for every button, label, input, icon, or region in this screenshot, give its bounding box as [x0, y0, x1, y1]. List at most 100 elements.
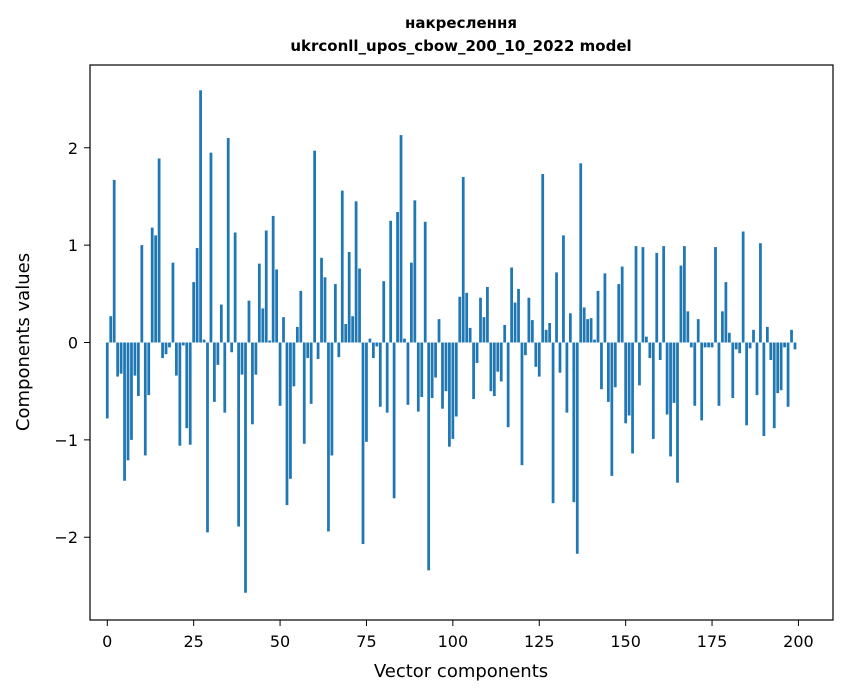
bar-17 — [164, 342, 168, 355]
bar-71 — [351, 316, 355, 343]
bar-53 — [289, 342, 292, 479]
bar-124 — [534, 342, 538, 367]
bar-75 — [365, 342, 368, 442]
y-tick-label-0: 0 — [68, 334, 78, 353]
bar-168 — [686, 311, 690, 343]
bar-186 — [748, 342, 752, 349]
bar-161 — [662, 246, 666, 343]
bar-18 — [168, 342, 171, 348]
bar-8 — [133, 342, 137, 376]
bar-195 — [779, 342, 783, 391]
bar-0 — [105, 342, 109, 419]
bar-66 — [333, 284, 337, 343]
bar-23 — [185, 342, 189, 429]
bar-184 — [741, 231, 745, 343]
bar-76 — [368, 338, 372, 343]
bar-172 — [700, 342, 704, 421]
x-tick-label-125: 125 — [524, 632, 555, 651]
bar-32 — [216, 342, 220, 365]
bar-152 — [631, 342, 634, 454]
bar-157 — [648, 342, 652, 359]
y-axis-label: Components values — [13, 253, 34, 431]
bar-107 — [475, 342, 479, 363]
bar-136 — [575, 342, 579, 554]
bar-9 — [137, 342, 140, 397]
bar-134 — [568, 313, 572, 343]
bar-50 — [278, 342, 282, 406]
bar-119 — [517, 288, 520, 343]
bar-6 — [126, 342, 130, 461]
bar-29 — [206, 342, 209, 533]
bar-179 — [724, 282, 728, 343]
bar-97 — [441, 342, 444, 409]
bar-85 — [399, 135, 403, 343]
bar-37 — [233, 232, 237, 343]
bar-160 — [658, 342, 662, 361]
bar-63 — [323, 277, 327, 343]
bar-14 — [154, 235, 158, 343]
bar-137 — [579, 163, 583, 343]
bar-44 — [257, 263, 261, 343]
bar-141 — [593, 339, 596, 343]
bar-82 — [389, 220, 393, 343]
y-axis-ticks: −2 −1 0 1 2 — [54, 139, 90, 547]
bar-88 — [410, 262, 413, 343]
bar-46 — [264, 230, 268, 343]
bar-40 — [244, 342, 247, 593]
bar-192 — [769, 342, 773, 361]
x-axis-ticks: 0 25 50 75 100 125 150 175 200 — [102, 620, 814, 651]
bar-175 — [710, 342, 714, 348]
bar-81 — [385, 342, 389, 413]
bar-87 — [406, 342, 410, 405]
bar-116 — [506, 342, 510, 428]
bar-133 — [565, 342, 569, 413]
bar-89 — [413, 200, 417, 343]
bar-139 — [586, 319, 590, 343]
bar-99 — [448, 342, 451, 447]
bar-92 — [423, 221, 427, 343]
bar-190 — [762, 342, 766, 436]
bar-115 — [503, 324, 507, 343]
bar-73 — [358, 268, 361, 343]
bar-79 — [378, 342, 382, 407]
bar-77 — [371, 342, 375, 359]
y-tick-label-1: 1 — [68, 236, 78, 255]
bar-138 — [582, 307, 586, 343]
bar-114 — [499, 342, 503, 382]
bar-51 — [282, 317, 285, 343]
bar-26 — [195, 248, 199, 343]
bar-19 — [171, 262, 175, 343]
bar-68 — [340, 190, 344, 343]
bar-52 — [285, 342, 289, 506]
bar-110 — [486, 287, 489, 343]
bar-80 — [382, 281, 386, 343]
bar-193 — [772, 342, 776, 429]
bar-173 — [703, 342, 707, 348]
bar-104 — [465, 292, 469, 343]
bar-57 — [302, 342, 306, 444]
bar-180 — [727, 332, 731, 343]
bar-177 — [717, 342, 721, 406]
bar-34 — [223, 342, 227, 413]
bar-165 — [676, 342, 679, 483]
bar-113 — [496, 342, 500, 372]
bar-38 — [237, 342, 240, 527]
bar-112 — [492, 342, 496, 397]
bar-31 — [213, 342, 216, 402]
bar-45 — [261, 308, 265, 343]
bar-90 — [416, 342, 420, 412]
bar-58 — [306, 342, 310, 359]
bar-167 — [683, 246, 686, 343]
bar-170 — [693, 342, 697, 406]
bar-163 — [669, 342, 672, 457]
bar-118 — [513, 302, 517, 343]
bar-151 — [627, 342, 631, 416]
bar-60 — [313, 150, 317, 343]
bar-155 — [641, 247, 645, 343]
bar-4 — [119, 342, 123, 374]
bar-121 — [524, 342, 527, 356]
x-tick-label-50: 50 — [270, 632, 290, 651]
bar-94 — [430, 342, 434, 398]
